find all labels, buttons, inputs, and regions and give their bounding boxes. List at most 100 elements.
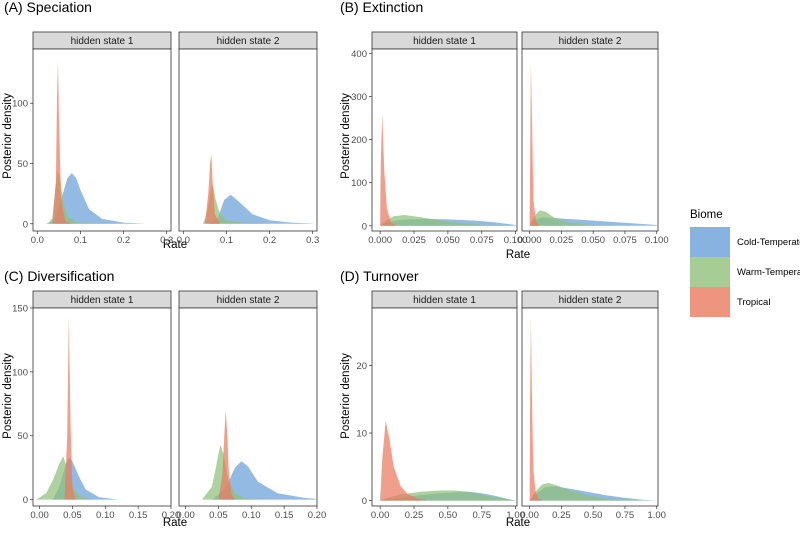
- y-tick-label: 10: [356, 429, 367, 440]
- speciation-facet-2: hidden state 2 0.0 0.1 0.2 0.3: [177, 31, 319, 246]
- y-tick-label: 400: [351, 49, 367, 60]
- x-axis-title-speciation: Rate: [163, 239, 187, 251]
- density-warm-temperate: [36, 456, 93, 500]
- facet-strip-label: hidden state 1: [413, 36, 476, 47]
- panel-title-diversification: (C) Diversification: [4, 268, 114, 284]
- extinction-facet-1: hidden state 1 0.000 0.025 0.050 0.075 0.100 0…: [351, 31, 528, 246]
- x-axis-title-turnover: Rate: [506, 517, 530, 529]
- x-tick-label: 0.100: [504, 235, 528, 246]
- y-tick-label: 100: [12, 367, 28, 378]
- x-tick-label: 0.50: [584, 510, 603, 521]
- x-tick-label: 0.75: [616, 510, 635, 521]
- y-tick-label: 0: [23, 495, 28, 506]
- density-warm-temperate: [202, 184, 270, 224]
- biome-legend: Biome Cold-Temperate Warm-Temperate Trop…: [690, 209, 800, 317]
- y-axis-title-turnover: Posterior density: [340, 353, 352, 439]
- legend-label-warm-temperate: Warm-Temperate: [737, 267, 800, 278]
- y-tick-label: 20: [356, 361, 367, 372]
- x-tick-label: 0.050: [436, 235, 460, 246]
- y-axis-title-diversification: Posterior density: [2, 353, 14, 439]
- x-tick-label: 0.025: [550, 235, 574, 246]
- x-tick-label: 0.00: [176, 510, 195, 521]
- y-tick-label: 300: [351, 92, 367, 103]
- y-axis-title-speciation: Posterior density: [2, 93, 14, 179]
- panel-title-turnover: (D) Turnover: [340, 268, 419, 284]
- x-tick-label: 0.3: [160, 235, 173, 246]
- plot-area: [32, 307, 172, 507]
- y-tick-label: 50: [17, 159, 28, 170]
- density-tropical: [380, 420, 428, 501]
- x-tick-label: 1.00: [647, 510, 666, 521]
- x-tick-label: 0.0: [177, 235, 190, 246]
- x-tick-label: 0.15: [129, 510, 148, 521]
- legend-swatch-tropical: [690, 287, 730, 317]
- legend-label-tropical: Tropical: [737, 297, 770, 308]
- x-tick-label: 0.050: [581, 235, 605, 246]
- density-tropical: [529, 61, 540, 226]
- plot-area: [371, 48, 518, 232]
- legend-swatch-cold-temperate: [690, 227, 730, 257]
- y-tick-label: 150: [12, 304, 28, 315]
- y-tick-label: 100: [12, 99, 28, 110]
- density-tropical: [529, 318, 543, 501]
- y-tick-label: 0: [362, 496, 367, 507]
- x-tick-label: 0.2: [117, 235, 130, 246]
- speciation-facet-1: hidden state 1 0.0 0.1 0.2 0.3 0 50 100: [12, 31, 173, 246]
- facet-strip-label: hidden state 1: [71, 295, 134, 306]
- legend-title: Biome: [690, 209, 723, 221]
- turnover-facet-2: hidden state 2 0.00 0.25 0.50 0.75 1.00: [520, 290, 666, 521]
- x-tick-label: 0.10: [242, 510, 261, 521]
- x-tick-label: 0.50: [439, 510, 458, 521]
- x-tick-label: 0.0: [31, 235, 44, 246]
- x-axis-title-diversification: Rate: [163, 517, 187, 529]
- y-tick-label: 200: [351, 135, 367, 146]
- x-tick-label: 0.000: [368, 235, 392, 246]
- x-tick-label: 0.20: [162, 510, 181, 521]
- y-axis-title-extinction: Posterior density: [340, 93, 352, 179]
- density-tropical: [64, 316, 76, 500]
- density-tropical: [380, 113, 397, 226]
- x-tick-label: 0.3: [306, 235, 319, 246]
- x-tick-label: 0.100: [645, 235, 669, 246]
- x-tick-label: 0.25: [405, 510, 424, 521]
- x-tick-label: 0.00: [520, 510, 539, 521]
- legend-swatch-warm-temperate: [690, 257, 730, 287]
- density-warm-temperate: [529, 210, 619, 226]
- facet-strip-label: hidden state 1: [71, 36, 134, 47]
- density-warm-temperate: [202, 444, 258, 500]
- x-tick-label: 0.10: [96, 510, 115, 521]
- x-tick-label: 0.05: [63, 510, 82, 521]
- x-tick-label: 0.75: [473, 510, 492, 521]
- x-tick-label: 0.25: [552, 510, 571, 521]
- facet-strip-label: hidden state 2: [559, 36, 622, 47]
- x-tick-label: 0.075: [613, 235, 637, 246]
- facet-strip-label: hidden state 2: [217, 36, 280, 47]
- facet-strip-label: hidden state 2: [217, 295, 280, 306]
- x-tick-label: 0.075: [470, 235, 494, 246]
- plot-area: [178, 48, 318, 232]
- x-tick-label: 0.20: [308, 510, 327, 521]
- plot-area: [32, 48, 172, 232]
- x-axis-title-extinction: Rate: [506, 249, 530, 261]
- density-tropical: [204, 153, 220, 224]
- facet-strip-label: hidden state 1: [413, 295, 476, 306]
- density-tropical: [218, 410, 235, 500]
- diversification-facet-2: hidden state 2 0.00 0.05 0.10 0.15 0.20: [176, 290, 327, 521]
- density-cold-temperate: [45, 173, 146, 224]
- density-warm-temperate: [529, 483, 644, 501]
- x-tick-label: 0.1: [74, 235, 87, 246]
- x-tick-label: 0.00: [371, 510, 390, 521]
- density-tropical: [52, 61, 72, 224]
- y-tick-label: 50: [17, 431, 28, 442]
- panel-title-speciation: (A) Speciation: [4, 0, 92, 15]
- density-cold-temperate: [211, 461, 317, 500]
- turnover-facet-1: hidden state 1 0.00 0.25 0.50 0.75 1.00 0 10 20: [356, 290, 525, 521]
- x-tick-label: 0.1: [220, 235, 233, 246]
- legend-label-cold-temperate: Cold-Temperate: [737, 237, 800, 248]
- plot-area: [521, 48, 659, 232]
- x-tick-label: 0.025: [402, 235, 426, 246]
- density-warm-temperate: [380, 215, 516, 226]
- plot-area: [521, 307, 659, 507]
